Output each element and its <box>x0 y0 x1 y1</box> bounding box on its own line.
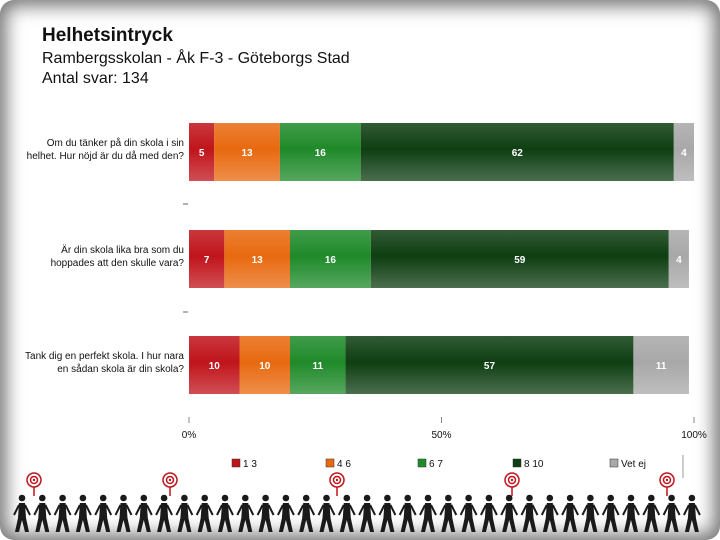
data-label: 11 <box>656 361 667 372</box>
target-marker-icon <box>162 472 178 496</box>
person-silhouette-icon <box>439 494 458 532</box>
person-silhouette-icon <box>419 494 437 532</box>
person-silhouette-icon <box>74 494 92 532</box>
bar-segment-4-6 <box>224 230 290 288</box>
question-label: en sådan skola är din skola? <box>57 363 184 375</box>
question-label: hoppades att den skulle vara? <box>51 258 185 269</box>
question-label: Om du tänker på din skola i sin <box>47 137 184 149</box>
person-silhouette-icon <box>175 494 194 532</box>
person-silhouette-icon <box>13 494 31 532</box>
data-label: 10 <box>209 361 221 372</box>
bar-segment-6-7 <box>279 123 361 181</box>
legend-label: 6 7 <box>429 459 443 470</box>
bar-segment-6-7 <box>290 230 371 288</box>
person-silhouette-icon <box>500 494 519 532</box>
legend-label: Vet ej <box>621 459 646 470</box>
person-silhouette-icon <box>195 494 214 532</box>
person-silhouette-icon <box>256 494 275 532</box>
bar-segment-6-7 <box>290 336 346 394</box>
person-silhouette-icon <box>297 494 316 532</box>
person-silhouette-icon <box>398 494 417 532</box>
legend-label: 8 10 <box>524 459 544 470</box>
header: Helhetsintryck Rambergsskolan - Åk F-3 -… <box>42 25 350 89</box>
data-label: 59 <box>514 255 526 266</box>
legend-swatch-6-7 <box>417 458 427 468</box>
bar-segment-8-10 <box>360 123 674 181</box>
data-label: 4 <box>676 255 682 266</box>
person-silhouette-icon <box>33 494 52 532</box>
data-label: 7 <box>204 255 210 266</box>
question-label: helhet. Hur nöjd är du då med den? <box>27 150 185 162</box>
person-silhouette-icon <box>134 494 153 532</box>
person-silhouette-icon <box>683 494 701 532</box>
response-count: Antal svar: 134 <box>42 70 149 87</box>
data-label: 11 <box>312 361 323 372</box>
person-silhouette-icon <box>236 494 255 532</box>
x-tick-label: 0% <box>182 430 197 441</box>
bar-segment-1-3 <box>189 336 240 394</box>
person-silhouette-icon <box>581 494 600 532</box>
person-silhouette-icon <box>601 494 620 532</box>
data-label: 10 <box>259 361 271 372</box>
question-label: Är din skola lika bra som du <box>61 244 184 256</box>
person-silhouette-icon <box>337 494 356 532</box>
person-silhouette-icon <box>378 494 397 532</box>
legend-swatch-8-10 <box>512 458 522 468</box>
bar-segment-4-6 <box>214 123 280 181</box>
footer-decoration <box>13 472 701 532</box>
data-label: 5 <box>199 148 205 159</box>
person-silhouette-icon <box>642 494 661 532</box>
data-label: 13 <box>242 148 254 159</box>
bar-segment-vet_ej <box>668 230 689 288</box>
x-tick-label: 50% <box>431 430 451 441</box>
chart-subtitle: Rambergsskolan - Åk F-3 - Göteborgs Stad <box>42 50 350 67</box>
bar-segment-vet_ej <box>633 336 689 394</box>
person-silhouette-icon <box>622 494 640 532</box>
target-marker-icon <box>504 472 520 496</box>
data-label: 57 <box>484 361 496 372</box>
legend-label: 1 3 <box>243 459 257 470</box>
person-silhouette-icon <box>540 494 559 532</box>
data-label: 16 <box>315 148 327 159</box>
person-silhouette-icon <box>155 494 173 532</box>
data-label: 13 <box>252 255 264 266</box>
data-label: 62 <box>512 148 524 159</box>
bar-segment-1-3 <box>189 123 215 181</box>
data-label: 16 <box>325 255 337 266</box>
data-label: 4 <box>681 148 687 159</box>
bar-segment-vet_ej <box>673 123 694 181</box>
person-silhouette-icon <box>561 494 579 532</box>
person-silhouette-icon <box>277 494 295 532</box>
person-silhouette-icon <box>53 494 72 532</box>
bar-segment-1-3 <box>189 230 225 288</box>
person-silhouette-icon <box>358 494 376 532</box>
target-marker-icon <box>659 472 675 496</box>
legend-label: 4 6 <box>337 459 351 470</box>
bar-segment-8-10 <box>345 336 634 394</box>
person-silhouette-icon <box>216 494 234 532</box>
person-silhouette-icon <box>480 494 498 532</box>
legend-swatch-1-3 <box>231 458 241 468</box>
person-silhouette-icon <box>520 494 539 532</box>
person-silhouette-icon <box>94 494 113 532</box>
x-tick-label: 100% <box>681 430 707 441</box>
person-silhouette-icon <box>114 494 133 532</box>
legend-swatch-4-6 <box>325 458 335 468</box>
chart-title: Helhetsintryck <box>42 25 173 46</box>
person-silhouette-icon <box>662 494 681 532</box>
person-silhouette-icon <box>459 494 478 532</box>
question-label: Tank dig en perfekt skola. I hur nara <box>25 351 184 362</box>
legend-swatch-vet_ej <box>609 458 619 468</box>
target-marker-icon <box>26 472 42 496</box>
bar-segment-4-6 <box>239 336 290 394</box>
bar-segment-8-10 <box>370 230 669 288</box>
person-silhouette-icon <box>317 494 336 532</box>
target-marker-icon <box>329 472 345 496</box>
